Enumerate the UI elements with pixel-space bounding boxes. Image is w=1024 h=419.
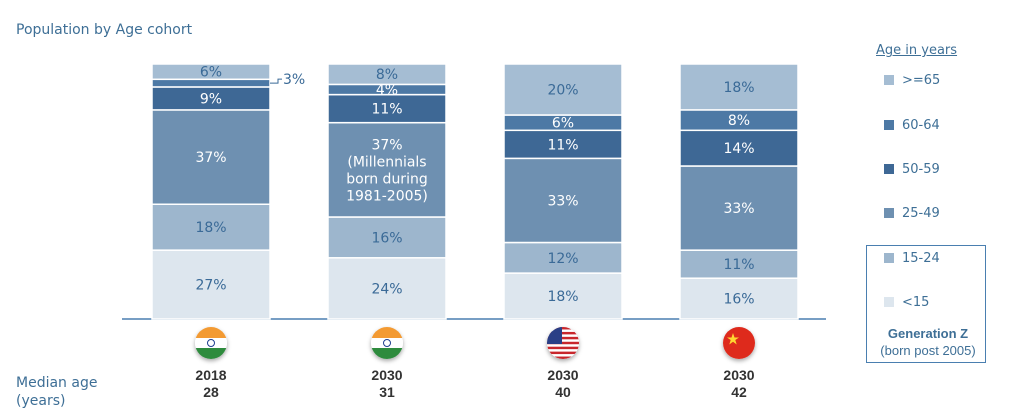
usa-flag-icon: [547, 327, 579, 359]
median-age-label-line: Median age: [16, 375, 98, 391]
bar-segment-25-49-col-3: [679, 165, 799, 251]
legend-item: <15: [884, 294, 929, 310]
legend-label: 25-49: [902, 205, 940, 221]
median-age-label-line: (years): [16, 393, 66, 409]
legend-item: 60-64: [884, 117, 940, 133]
data-label: 33%: [547, 193, 578, 209]
generation-z-box: [866, 245, 986, 363]
data-label: 12%: [547, 251, 578, 267]
china-flag-icon: [723, 327, 755, 359]
legend-label: 60-64: [902, 117, 940, 133]
bar-segment-15-24-col-3: [679, 249, 799, 279]
label-leader-line: [270, 78, 282, 84]
legend-label: 15-24: [902, 250, 940, 266]
data-label: 11%: [547, 137, 578, 153]
data-label: 16%: [723, 292, 754, 308]
generation-z-title: Generation Z: [887, 326, 969, 341]
bar-segment-25-49-col-1: [327, 121, 447, 218]
data-label: 8%: [376, 67, 398, 83]
bar-segment-lt15-col-3: [679, 277, 799, 320]
india-flag-icon: [371, 327, 403, 359]
data-label: 3%: [283, 72, 305, 88]
chart-title: Population by Age cohort: [16, 22, 193, 38]
data-label: 20%: [547, 83, 578, 99]
data-label: 11%: [723, 257, 754, 273]
bar-segment-50-59-col-3: [679, 129, 799, 167]
column-median-age: 40: [555, 384, 571, 400]
bar-segment-15-24-col-1: [327, 216, 447, 259]
legend-item: >=65: [884, 72, 940, 88]
bar-segment-15-24-col-0: [151, 203, 271, 251]
bar-segment-lt15-col-1: [327, 257, 447, 320]
column-median-age: 28: [203, 384, 219, 400]
legend-label: 50-59: [902, 161, 940, 177]
data-label: 18%: [195, 220, 226, 236]
data-label: 33%: [723, 201, 754, 217]
data-label: 4%: [376, 83, 398, 99]
column-median-age: 42: [731, 384, 747, 400]
legend-swatch: [884, 164, 894, 174]
bar-segment-gteq65-col-0: [151, 63, 271, 81]
legend-label: <15: [902, 294, 930, 310]
legend-swatch: [884, 297, 894, 307]
legend-item: 15-24: [884, 250, 940, 266]
india-flag-icon: [195, 327, 227, 359]
legend-item: 25-49: [884, 205, 940, 221]
median-age-label: Median age (years): [16, 374, 97, 410]
data-label: 27%: [195, 278, 226, 294]
bar-segment-gteq65-col-2: [503, 63, 623, 116]
bar-segment-25-49-col-2: [503, 157, 623, 244]
bar-segment-gteq65-col-1: [327, 63, 447, 86]
data-label: 6%: [552, 116, 574, 132]
column-year: 2030: [547, 367, 579, 383]
legend-item: 50-59: [884, 161, 940, 177]
data-label: 16%: [371, 230, 402, 246]
bar-segment-50-59-col-2: [503, 129, 623, 160]
data-label: 6%: [200, 65, 222, 81]
bar-segment-lt15-col-0: [151, 249, 271, 320]
data-label: 11%: [371, 102, 402, 118]
column-year: 2030: [371, 367, 403, 383]
column-year: 2030: [723, 367, 755, 383]
legend-swatch: [884, 208, 894, 218]
data-label: 8%: [728, 113, 750, 129]
legend-swatch: [884, 253, 894, 263]
bar-segment-15-24-col-2: [503, 241, 623, 274]
data-label: 37% (Millennials born during 1981-2005): [346, 137, 428, 204]
bar-segment-25-49-col-0: [151, 109, 271, 205]
data-label: 9%: [200, 91, 222, 107]
data-label: 14%: [723, 141, 754, 157]
legend-swatch: [884, 120, 894, 130]
data-label: 18%: [723, 80, 754, 96]
legend-label: >=65: [902, 72, 941, 88]
bar-segment-gteq65-col-3: [679, 63, 799, 111]
data-label: 37%: [195, 150, 226, 166]
column-median-age: 31: [379, 384, 395, 400]
data-label: 18%: [547, 289, 578, 305]
legend-title: Age in years: [876, 43, 958, 58]
generation-z-subtitle: (born post 2005): [880, 343, 976, 358]
data-label: 24%: [371, 281, 402, 297]
column-year: 2018: [195, 367, 227, 383]
legend-swatch: [884, 75, 894, 85]
stacked-bar-chart: 27% 18% 37% 9% 3% 6% 24% 16% 37% (Millennials born…: [122, 63, 826, 320]
